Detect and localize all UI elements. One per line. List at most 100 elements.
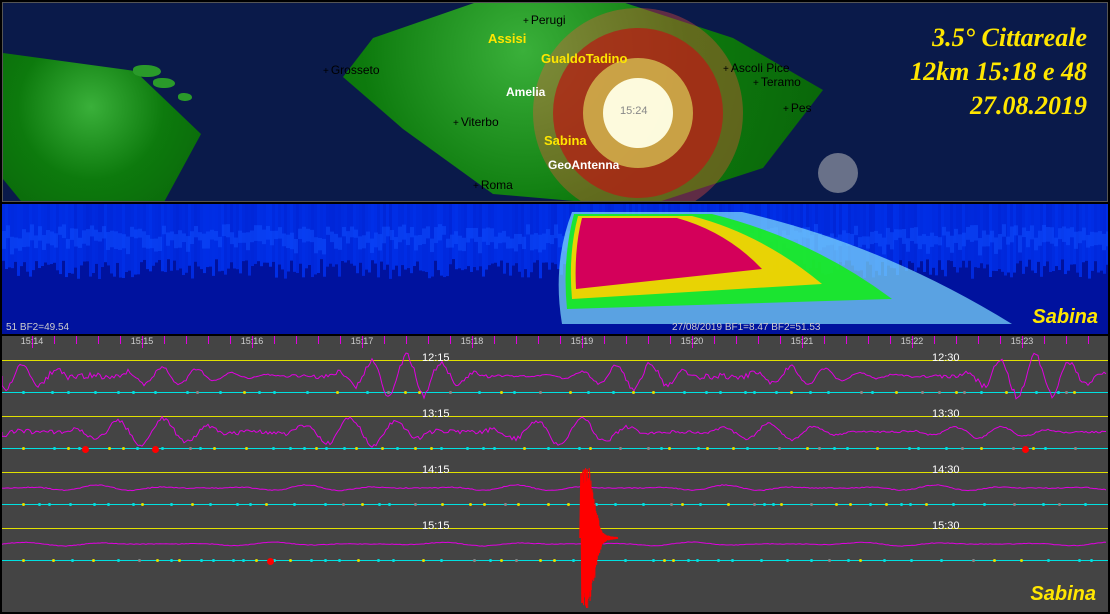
time-minor-tick xyxy=(868,336,869,344)
time-minor-tick xyxy=(956,336,957,344)
time-minor-tick xyxy=(890,336,891,344)
marker-dot xyxy=(818,447,821,450)
marker-dot xyxy=(440,447,443,450)
city-label: +Teramo xyxy=(753,75,801,89)
epicenter-label: 15:24 xyxy=(620,105,648,117)
city-label: +Pes xyxy=(783,101,812,115)
marker-dot xyxy=(1078,559,1081,562)
row-time-right: 13:30 xyxy=(932,408,960,420)
quake-spike xyxy=(542,468,622,608)
marker-dot xyxy=(1047,559,1050,562)
marker-dot xyxy=(265,503,268,506)
spectro-meta-left: 51 BF2=49.54 xyxy=(6,322,69,333)
event-line3: 27.08.2019 xyxy=(910,89,1087,123)
city-label: GeoAntenna xyxy=(548,158,619,172)
marker-dot xyxy=(378,503,381,506)
marker-dot xyxy=(132,391,135,394)
city-label: Sabina xyxy=(544,133,587,148)
city-label: +Perugi xyxy=(523,13,566,27)
marker-dot xyxy=(392,559,395,562)
marker-dot xyxy=(52,559,55,562)
marker-dot xyxy=(293,503,296,506)
marker-red xyxy=(82,446,89,453)
time-minor-tick xyxy=(560,336,561,344)
marker-dot xyxy=(69,503,72,506)
row-time-left: 13:15 xyxy=(422,408,450,420)
marker-dot xyxy=(504,503,507,506)
city-label: Amelia xyxy=(506,85,545,99)
marker-dot xyxy=(1084,503,1087,506)
time-minor-tick xyxy=(516,336,517,344)
time-minor-tick xyxy=(494,336,495,344)
map-panel: 15:24 Assisi+PerugiGualdoTadino+Grosseto… xyxy=(2,2,1108,202)
marker-dot xyxy=(1057,391,1060,394)
marker-dot xyxy=(306,391,309,394)
marker-dot xyxy=(940,559,943,562)
time-minor-tick xyxy=(714,336,715,344)
marker-dot xyxy=(53,447,56,450)
time-minor-tick xyxy=(120,336,121,344)
marker-dot xyxy=(136,447,139,450)
marker-dot xyxy=(422,559,425,562)
marker-dot xyxy=(687,559,690,562)
row-time-right: 14:30 xyxy=(932,464,960,476)
marker-dot xyxy=(22,447,25,450)
city-label: +Roma xyxy=(473,178,513,192)
marker-dot xyxy=(569,391,572,394)
time-minor-tick xyxy=(824,336,825,344)
marker-dot xyxy=(955,391,958,394)
spectrogram-svg xyxy=(2,204,1108,334)
marker-dot xyxy=(48,503,51,506)
time-tick-label: 15:20 xyxy=(681,336,704,346)
marker-dot xyxy=(22,391,25,394)
marker-dot xyxy=(209,503,212,506)
time-tick-label: 15:15 xyxy=(131,336,154,346)
marker-dot xyxy=(449,391,452,394)
time-minor-tick xyxy=(1044,336,1045,344)
timeline-ruler: 15:1415:1515:1615:1715:1815:1915:2015:21… xyxy=(2,336,1108,350)
time-tick-label: 15:23 xyxy=(1011,336,1034,346)
marker-dot xyxy=(972,559,975,562)
marker-dot xyxy=(833,447,836,450)
island xyxy=(178,93,192,101)
marker-dot xyxy=(414,503,417,506)
city-label: +Ascoli Pice xyxy=(723,61,790,75)
time-minor-tick xyxy=(604,336,605,344)
time-minor-tick xyxy=(648,336,649,344)
city-label: +Viterbo xyxy=(453,115,499,129)
time-minor-tick xyxy=(736,336,737,344)
marker-dot xyxy=(404,391,407,394)
marker-dot xyxy=(500,391,503,394)
row-time-left: 15:15 xyxy=(422,520,450,532)
row-time-right: 15:30 xyxy=(932,520,960,532)
time-minor-tick xyxy=(1000,336,1001,344)
marker-dot xyxy=(388,503,391,506)
secondary-circle xyxy=(818,153,858,193)
city-label: Assisi xyxy=(488,31,526,46)
time-tick-label: 15:21 xyxy=(791,336,814,346)
marker-dot xyxy=(900,503,903,506)
time-minor-tick xyxy=(626,336,627,344)
marker-dot xyxy=(871,391,874,394)
time-minor-tick xyxy=(670,336,671,344)
marker-dot xyxy=(1058,503,1061,506)
time-minor-tick xyxy=(428,336,429,344)
city-label: +Grosseto xyxy=(323,63,380,77)
time-tick-label: 15:18 xyxy=(461,336,484,346)
spectro-station-label: Sabina xyxy=(1032,306,1098,329)
marker-dot xyxy=(895,391,898,394)
time-minor-tick xyxy=(1066,336,1067,344)
marker-dot xyxy=(753,391,756,394)
marker-dot xyxy=(22,559,25,562)
wave-row: 13:15 13:30 xyxy=(2,406,1108,458)
time-minor-tick xyxy=(76,336,77,344)
marker-dot xyxy=(668,447,671,450)
marker-dot xyxy=(219,391,222,394)
marker-dot xyxy=(338,559,341,562)
marker-dot xyxy=(547,447,550,450)
marker-dot xyxy=(744,391,747,394)
time-minor-tick xyxy=(98,336,99,344)
time-minor-tick xyxy=(296,336,297,344)
marker-dot xyxy=(869,503,872,506)
marker-dot xyxy=(515,559,518,562)
